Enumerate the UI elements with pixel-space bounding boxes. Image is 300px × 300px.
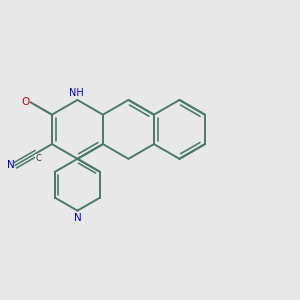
Text: C: C (35, 154, 41, 163)
Text: O: O (22, 97, 30, 107)
Text: N: N (7, 160, 14, 170)
Text: NH: NH (69, 88, 83, 98)
Text: N: N (74, 213, 81, 223)
